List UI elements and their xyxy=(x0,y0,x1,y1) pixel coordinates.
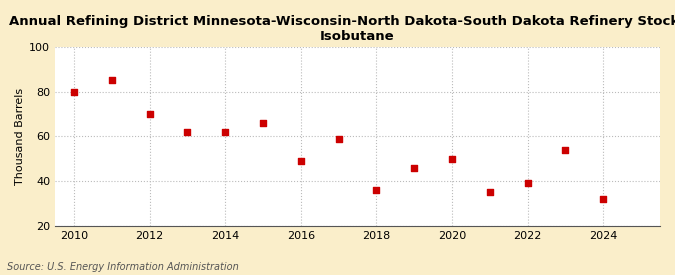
Point xyxy=(522,181,533,186)
Point xyxy=(182,130,193,134)
Point xyxy=(598,197,609,201)
Point xyxy=(560,148,571,152)
Point xyxy=(144,112,155,116)
Point xyxy=(485,190,495,194)
Y-axis label: Thousand Barrels: Thousand Barrels xyxy=(15,88,25,185)
Point xyxy=(220,130,231,134)
Point xyxy=(69,89,80,94)
Point xyxy=(371,188,382,192)
Point xyxy=(296,159,306,163)
Text: Source: U.S. Energy Information Administration: Source: U.S. Energy Information Administ… xyxy=(7,262,238,272)
Point xyxy=(258,121,269,125)
Point xyxy=(107,78,117,83)
Point xyxy=(409,166,420,170)
Point xyxy=(333,136,344,141)
Point xyxy=(447,156,458,161)
Title: Annual Refining District Minnesota-Wisconsin-North Dakota-South Dakota Refinery : Annual Refining District Minnesota-Wisco… xyxy=(9,15,675,43)
